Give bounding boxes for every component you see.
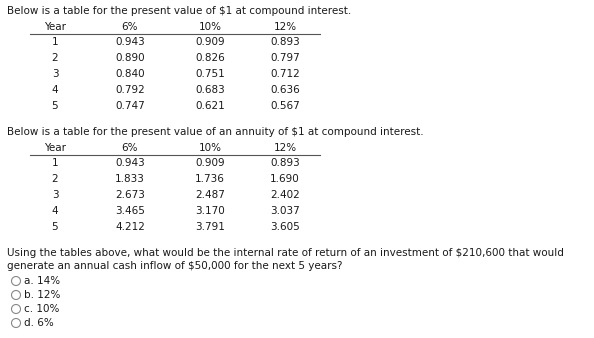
Text: 0.792: 0.792 <box>115 85 145 95</box>
Text: 0.840: 0.840 <box>115 69 145 79</box>
Circle shape <box>11 290 21 299</box>
Text: a. 14%: a. 14% <box>24 276 60 286</box>
Text: 5: 5 <box>52 222 58 232</box>
Text: 4.212: 4.212 <box>115 222 145 232</box>
Text: Year: Year <box>44 143 66 153</box>
Text: d. 6%: d. 6% <box>24 318 53 328</box>
Text: 2.402: 2.402 <box>270 190 300 200</box>
Text: 0.909: 0.909 <box>195 37 225 47</box>
Text: 1.736: 1.736 <box>195 174 225 184</box>
Text: 6%: 6% <box>122 22 138 32</box>
Text: Using the tables above, what would be the internal rate of return of an investme: Using the tables above, what would be th… <box>7 248 564 258</box>
Text: 0.890: 0.890 <box>115 53 145 63</box>
Text: 0.683: 0.683 <box>195 85 225 95</box>
Circle shape <box>11 318 21 328</box>
Text: 2: 2 <box>52 174 58 184</box>
Text: 0.826: 0.826 <box>195 53 225 63</box>
Text: 12%: 12% <box>273 22 296 32</box>
Circle shape <box>11 276 21 286</box>
Text: 6%: 6% <box>122 143 138 153</box>
Text: 0.893: 0.893 <box>270 158 300 168</box>
Text: 0.893: 0.893 <box>270 37 300 47</box>
Text: 3.465: 3.465 <box>115 206 145 216</box>
Text: Year: Year <box>44 22 66 32</box>
Text: 1.833: 1.833 <box>115 174 145 184</box>
Text: 2.673: 2.673 <box>115 190 145 200</box>
Text: 1: 1 <box>52 158 58 168</box>
Text: 0.909: 0.909 <box>195 158 225 168</box>
Circle shape <box>11 305 21 314</box>
Text: 1: 1 <box>52 37 58 47</box>
Text: 0.567: 0.567 <box>270 101 300 111</box>
Text: 2.487: 2.487 <box>195 190 225 200</box>
Text: 0.621: 0.621 <box>195 101 225 111</box>
Text: 0.747: 0.747 <box>115 101 145 111</box>
Text: 3.170: 3.170 <box>195 206 225 216</box>
Text: 0.797: 0.797 <box>270 53 300 63</box>
Text: 10%: 10% <box>198 143 222 153</box>
Text: 4: 4 <box>52 85 58 95</box>
Text: Below is a table for the present value of $1 at compound interest.: Below is a table for the present value o… <box>7 6 351 16</box>
Text: 10%: 10% <box>198 22 222 32</box>
Text: 12%: 12% <box>273 143 296 153</box>
Text: 0.751: 0.751 <box>195 69 225 79</box>
Text: b. 12%: b. 12% <box>24 290 61 300</box>
Text: 4: 4 <box>52 206 58 216</box>
Text: 0.943: 0.943 <box>115 37 145 47</box>
Text: 3: 3 <box>52 69 58 79</box>
Text: 5: 5 <box>52 101 58 111</box>
Text: 0.636: 0.636 <box>270 85 300 95</box>
Text: Below is a table for the present value of an annuity of $1 at compound interest.: Below is a table for the present value o… <box>7 127 424 137</box>
Text: c. 10%: c. 10% <box>24 304 59 314</box>
Text: 2: 2 <box>52 53 58 63</box>
Text: 3.037: 3.037 <box>270 206 300 216</box>
Text: 0.712: 0.712 <box>270 69 300 79</box>
Text: 3.791: 3.791 <box>195 222 225 232</box>
Text: 1.690: 1.690 <box>270 174 300 184</box>
Text: 3.605: 3.605 <box>270 222 300 232</box>
Text: 3: 3 <box>52 190 58 200</box>
Text: 0.943: 0.943 <box>115 158 145 168</box>
Text: generate an annual cash inflow of $50,000 for the next 5 years?: generate an annual cash inflow of $50,00… <box>7 261 343 271</box>
